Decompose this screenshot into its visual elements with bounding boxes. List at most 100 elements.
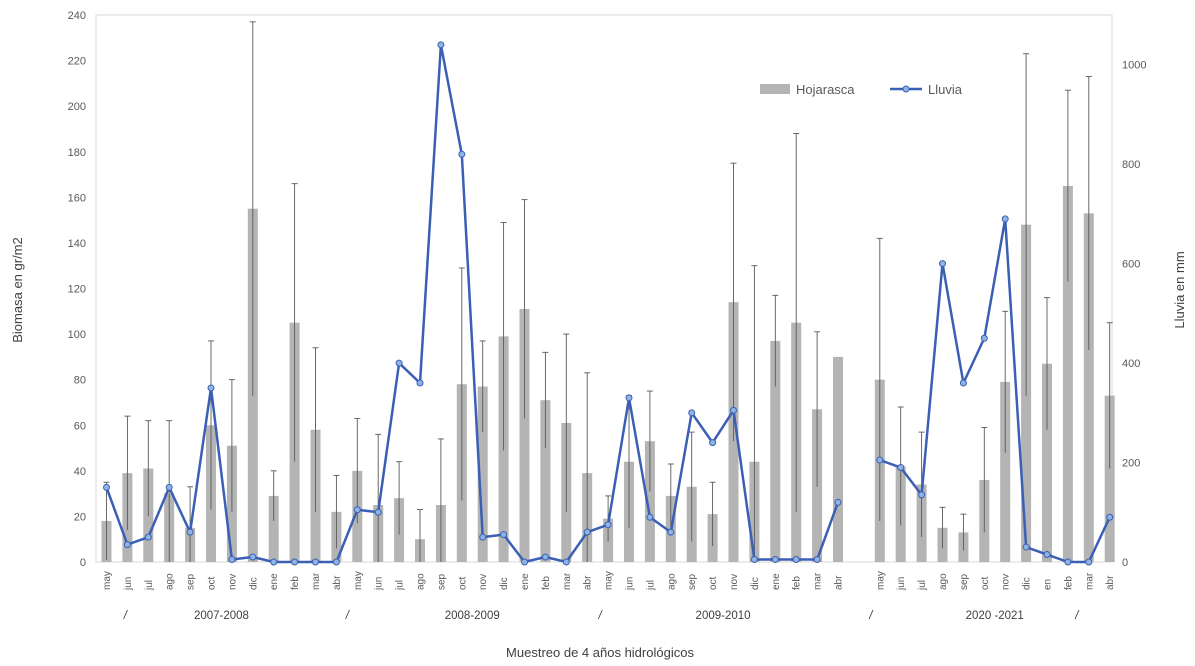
group-label: 2008-2009	[445, 610, 500, 622]
y-tick-left: 40	[74, 466, 86, 478]
legend-label-lluvia: Lluvia	[928, 82, 963, 97]
rain-marker	[939, 260, 946, 268]
rain-marker	[1022, 543, 1030, 551]
x-tick-month: ene	[771, 573, 782, 590]
rain-marker	[1106, 513, 1114, 521]
rain-marker	[395, 359, 403, 367]
bar-hojarasca	[1104, 395, 1115, 562]
rain-marker	[1064, 558, 1072, 566]
x-tick-month: oct	[207, 576, 218, 590]
rain-marker	[165, 483, 173, 491]
bar-hojarasca	[1083, 213, 1094, 562]
bar-hojarasca	[268, 495, 279, 562]
bar-hojarasca	[833, 356, 843, 562]
x-tick-month: feb	[792, 576, 803, 590]
rain-marker	[416, 379, 424, 387]
rain-marker	[270, 558, 278, 566]
y-tick-left: 80	[74, 375, 86, 387]
x-tick-month: mar	[562, 572, 573, 590]
x-tick-month: may	[875, 571, 886, 590]
rain-marker	[583, 528, 591, 536]
x-tick-month: mar	[813, 572, 824, 590]
x-tick-month: dic	[1022, 577, 1033, 590]
x-tick-month: abr	[583, 575, 594, 590]
y-tick-left: 100	[68, 329, 86, 341]
x-tick-month: dic	[499, 577, 510, 590]
rain-marker	[479, 533, 487, 541]
x-tick-month: jul	[144, 580, 155, 591]
x-tick-month: oct	[457, 576, 468, 590]
rain-marker	[374, 508, 382, 516]
x-tick-month: abr	[834, 575, 845, 590]
rain-marker	[1085, 558, 1093, 566]
rain-marker	[312, 558, 319, 566]
legend-marker-lluvia	[902, 85, 910, 93]
x-tick-month: abr	[332, 575, 343, 590]
rain-marker	[688, 409, 696, 417]
x-tick-month: nov	[227, 574, 238, 590]
y-tick-right: 400	[1122, 358, 1140, 370]
x-tick-month: mar	[1084, 572, 1095, 590]
x-tick-month: oct	[980, 576, 991, 590]
legend: Hojarasca Lluvia	[760, 82, 963, 97]
rain-line-layer	[103, 41, 1114, 566]
rain-marker	[1001, 215, 1009, 223]
x-tick-month: feb	[290, 576, 301, 590]
x-tick-month: jun	[123, 577, 134, 591]
axes-layer: 0 20 40 60 80 100 120 140 160 180 200 220 240 0 200 400…	[68, 10, 1147, 622]
group-label: 2007-2008	[194, 610, 249, 622]
x-tick-month: en	[1043, 579, 1054, 590]
y-tick-right: 200	[1122, 458, 1140, 470]
x-tick-month: abr	[1105, 575, 1116, 590]
x-tick-month: ene	[520, 573, 531, 590]
rain-line	[879, 217, 1111, 564]
x-tick-month: ago	[416, 573, 427, 590]
x-tick-month: mar	[311, 572, 322, 590]
group-label: 2009-2010	[696, 610, 751, 622]
rain-marker	[876, 456, 884, 464]
y-tick-left: 240	[68, 10, 86, 22]
rain-marker	[437, 41, 445, 49]
group-label: 2020 -2021	[966, 610, 1024, 622]
rain-marker	[667, 528, 675, 536]
group-separator: /	[1074, 610, 1080, 622]
x-tick-month: nov	[478, 574, 489, 590]
x-tick-month: ago	[165, 573, 176, 590]
rain-marker	[186, 528, 194, 536]
rain-marker	[353, 506, 361, 514]
x-tick-month: sep	[186, 573, 197, 590]
bar-hojarasca	[770, 340, 781, 562]
legend-swatch-hojarasca	[760, 84, 790, 94]
rain-marker	[980, 334, 988, 342]
x-tick-month: jun	[374, 577, 385, 591]
y-tick-left: 120	[68, 284, 86, 296]
rain-marker	[103, 483, 110, 491]
x-tick-month: feb	[1063, 576, 1074, 590]
y-tick-left: 140	[68, 238, 86, 250]
rain-marker	[562, 558, 570, 566]
x-tick-month: oct	[708, 576, 719, 590]
y-tick-left: 20	[74, 511, 86, 523]
x-tick-month: jun	[896, 577, 907, 591]
bar-hojarasca	[519, 309, 530, 562]
y-axis-title-right: Lluvia en mm	[1172, 251, 1187, 328]
bar-hojarasca	[1042, 363, 1052, 562]
x-tick-month: ene	[269, 573, 280, 590]
x-axis-title: Muestreo de 4 años hidrológicos	[506, 645, 694, 660]
rain-marker	[228, 556, 236, 564]
rain-marker	[521, 558, 528, 566]
x-tick-month: nov	[729, 574, 740, 590]
y-tick-left: 220	[68, 56, 86, 68]
group-separator: /	[123, 610, 129, 622]
y-tick-right: 1000	[1122, 60, 1146, 72]
x-tick-month: sep	[959, 573, 970, 590]
rain-marker	[1043, 551, 1051, 559]
x-tick-month: may	[353, 571, 364, 590]
x-tick-month: may	[604, 571, 615, 590]
bar-hojarasca	[644, 441, 655, 562]
rain-marker	[834, 498, 842, 506]
rain-marker	[249, 553, 257, 561]
x-tick-month: jun	[625, 577, 636, 591]
rain-marker	[207, 384, 215, 392]
rain-marker	[646, 513, 654, 521]
